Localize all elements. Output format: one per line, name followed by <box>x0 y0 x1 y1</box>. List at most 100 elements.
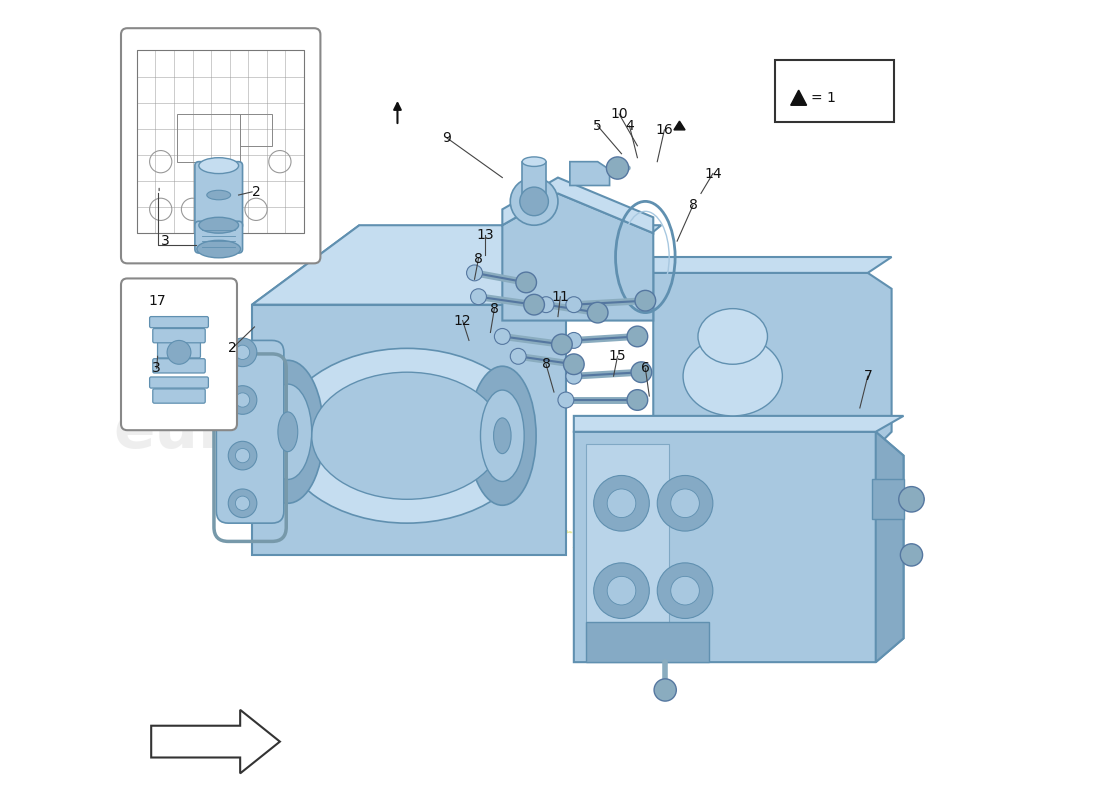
Circle shape <box>900 544 923 566</box>
Circle shape <box>594 563 649 618</box>
FancyBboxPatch shape <box>217 341 284 523</box>
Circle shape <box>516 272 537 293</box>
Circle shape <box>551 334 572 354</box>
Polygon shape <box>151 710 279 774</box>
Polygon shape <box>503 194 653 321</box>
FancyBboxPatch shape <box>150 377 208 388</box>
Polygon shape <box>876 432 903 662</box>
Text: eurosupplies: eurosupplies <box>113 402 558 462</box>
Polygon shape <box>252 226 360 555</box>
Ellipse shape <box>494 418 512 454</box>
Circle shape <box>671 576 700 605</box>
Polygon shape <box>653 257 892 273</box>
Text: 5: 5 <box>593 119 602 133</box>
Ellipse shape <box>207 190 231 200</box>
Text: 4: 4 <box>625 119 634 133</box>
Text: 2: 2 <box>228 342 236 355</box>
Ellipse shape <box>481 390 525 482</box>
FancyBboxPatch shape <box>195 222 242 253</box>
Circle shape <box>229 442 257 470</box>
Polygon shape <box>585 444 669 642</box>
Polygon shape <box>653 273 892 456</box>
Circle shape <box>606 157 629 179</box>
Ellipse shape <box>252 360 323 503</box>
Ellipse shape <box>278 412 298 452</box>
Circle shape <box>235 496 250 510</box>
Polygon shape <box>570 162 609 186</box>
FancyBboxPatch shape <box>153 358 206 373</box>
Circle shape <box>565 368 582 384</box>
Polygon shape <box>791 90 806 106</box>
Circle shape <box>563 354 584 374</box>
Circle shape <box>494 329 510 344</box>
Polygon shape <box>574 432 903 662</box>
Circle shape <box>587 302 608 323</box>
Bar <box>177 114 240 162</box>
Circle shape <box>565 333 582 348</box>
Circle shape <box>167 341 191 364</box>
Circle shape <box>471 289 486 305</box>
Polygon shape <box>674 121 685 130</box>
Circle shape <box>565 297 582 313</box>
Circle shape <box>607 576 636 605</box>
Circle shape <box>235 345 250 359</box>
Circle shape <box>899 486 924 512</box>
Polygon shape <box>252 305 565 555</box>
Circle shape <box>631 362 651 382</box>
Text: 8: 8 <box>490 302 498 316</box>
Polygon shape <box>522 162 546 202</box>
Circle shape <box>635 290 656 311</box>
Circle shape <box>510 178 558 226</box>
Ellipse shape <box>264 384 311 479</box>
Polygon shape <box>585 622 708 662</box>
Ellipse shape <box>197 240 241 258</box>
Text: 11: 11 <box>551 290 569 304</box>
Text: 8: 8 <box>474 251 483 266</box>
Text: 12: 12 <box>454 314 472 327</box>
Text: 17: 17 <box>147 294 166 308</box>
Ellipse shape <box>311 372 503 499</box>
Ellipse shape <box>698 309 768 364</box>
Bar <box>240 114 272 146</box>
FancyBboxPatch shape <box>150 317 208 328</box>
FancyBboxPatch shape <box>121 278 236 430</box>
Text: 3: 3 <box>153 362 161 375</box>
Polygon shape <box>574 416 903 432</box>
Circle shape <box>654 679 676 701</box>
FancyBboxPatch shape <box>774 60 894 122</box>
Circle shape <box>524 294 544 315</box>
Text: 8: 8 <box>689 198 697 212</box>
Circle shape <box>627 326 648 346</box>
FancyBboxPatch shape <box>153 329 206 342</box>
Ellipse shape <box>683 337 782 416</box>
Circle shape <box>510 348 526 364</box>
Polygon shape <box>503 178 653 233</box>
Text: 15: 15 <box>608 350 626 363</box>
Circle shape <box>671 489 700 518</box>
Text: 13: 13 <box>476 228 494 242</box>
Polygon shape <box>252 226 661 305</box>
Ellipse shape <box>199 158 239 174</box>
Text: 16: 16 <box>656 123 673 137</box>
Text: 7: 7 <box>864 369 872 383</box>
Circle shape <box>466 265 483 281</box>
Ellipse shape <box>522 157 546 166</box>
Circle shape <box>594 475 649 531</box>
Circle shape <box>658 563 713 618</box>
Ellipse shape <box>279 348 535 523</box>
Circle shape <box>229 338 257 366</box>
Text: = 1: = 1 <box>811 91 836 105</box>
Polygon shape <box>871 479 903 519</box>
Circle shape <box>229 489 257 518</box>
Ellipse shape <box>469 366 536 506</box>
Text: 14: 14 <box>704 166 722 181</box>
FancyBboxPatch shape <box>153 389 206 403</box>
Circle shape <box>538 297 554 313</box>
Circle shape <box>627 390 648 410</box>
Circle shape <box>520 187 549 216</box>
Text: 8: 8 <box>541 358 550 371</box>
Text: a passion for parts since 1985: a passion for parts since 1985 <box>447 489 733 598</box>
Text: 6: 6 <box>641 362 650 375</box>
Circle shape <box>658 475 713 531</box>
Circle shape <box>229 386 257 414</box>
